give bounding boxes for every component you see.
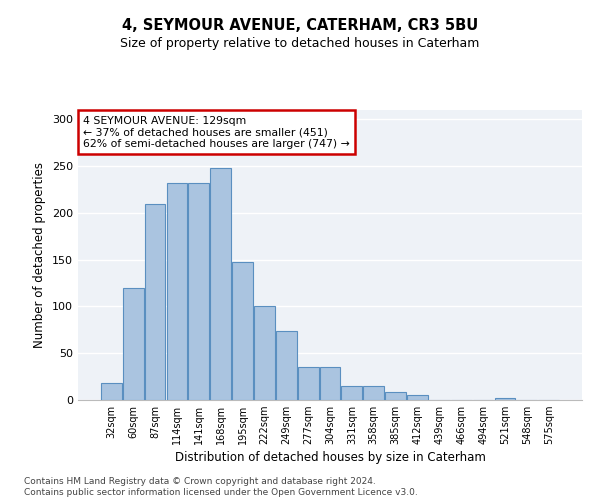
Text: Distribution of detached houses by size in Caterham: Distribution of detached houses by size …: [175, 451, 485, 464]
Text: Size of property relative to detached houses in Caterham: Size of property relative to detached ho…: [121, 38, 479, 51]
Bar: [254, 306, 275, 400]
Bar: [232, 262, 253, 400]
Bar: [494, 398, 515, 400]
Bar: [341, 386, 362, 400]
Bar: [298, 368, 319, 400]
Bar: [407, 396, 428, 400]
Text: 4, SEYMOUR AVENUE, CATERHAM, CR3 5BU: 4, SEYMOUR AVENUE, CATERHAM, CR3 5BU: [122, 18, 478, 32]
Bar: [320, 368, 340, 400]
Bar: [188, 183, 209, 400]
Bar: [101, 383, 122, 400]
Text: Contains public sector information licensed under the Open Government Licence v3: Contains public sector information licen…: [24, 488, 418, 497]
Bar: [167, 183, 187, 400]
Bar: [210, 168, 231, 400]
Bar: [123, 288, 143, 400]
Bar: [145, 204, 166, 400]
Bar: [364, 386, 384, 400]
Text: Contains HM Land Registry data © Crown copyright and database right 2024.: Contains HM Land Registry data © Crown c…: [24, 476, 376, 486]
Bar: [276, 331, 296, 400]
Bar: [385, 392, 406, 400]
Y-axis label: Number of detached properties: Number of detached properties: [34, 162, 46, 348]
Text: 4 SEYMOUR AVENUE: 129sqm
← 37% of detached houses are smaller (451)
62% of semi-: 4 SEYMOUR AVENUE: 129sqm ← 37% of detach…: [83, 116, 350, 149]
